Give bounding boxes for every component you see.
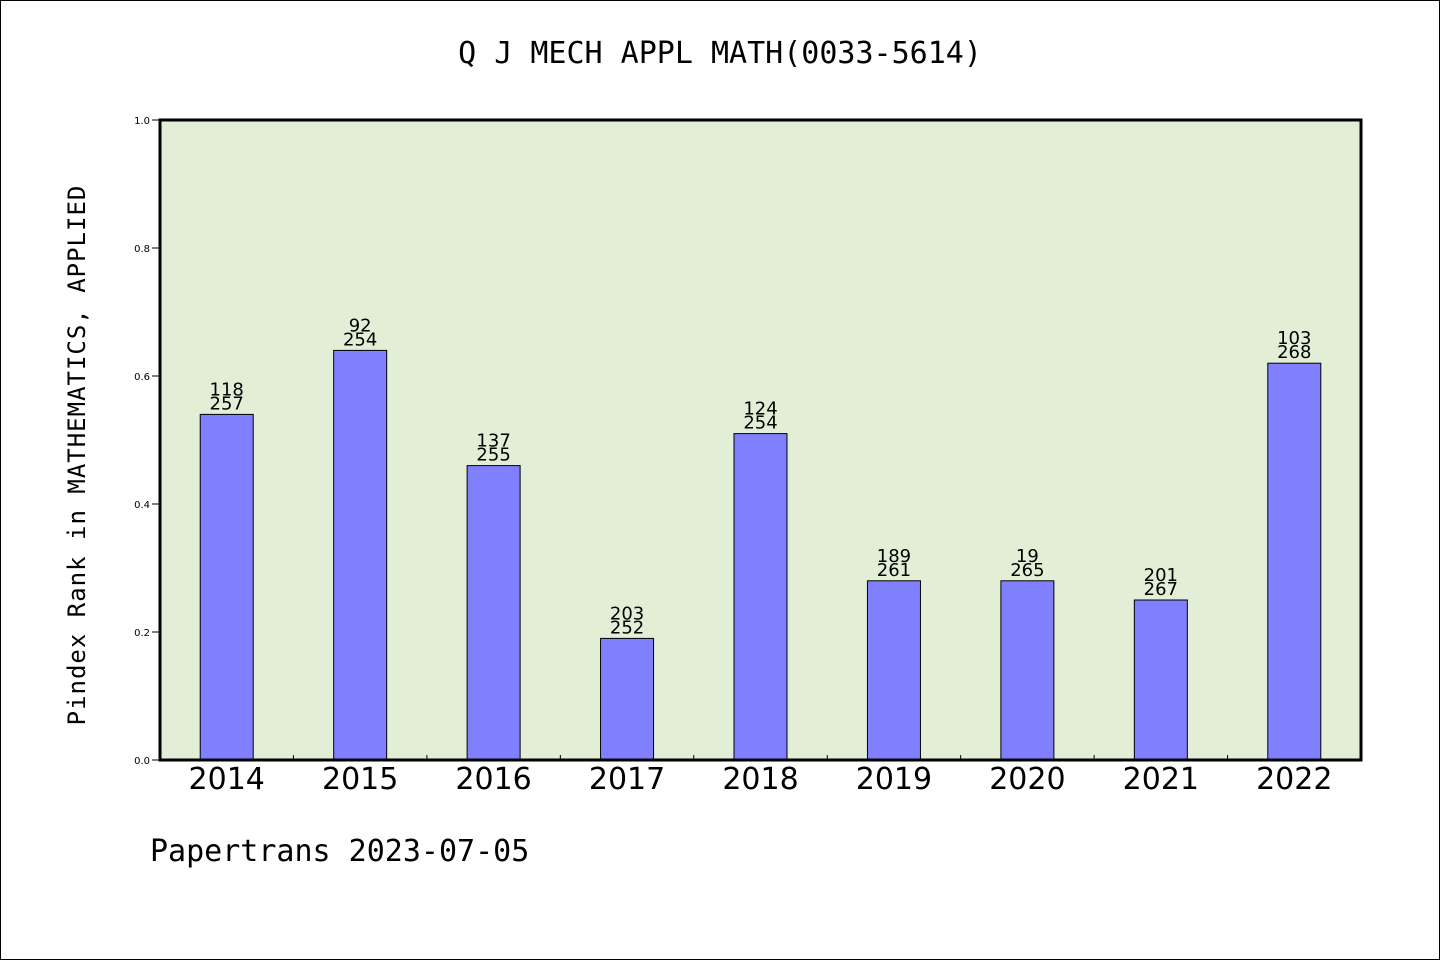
bar-rank-label: 19 xyxy=(1016,546,1039,567)
y-tick-label: 0.8 xyxy=(134,244,150,255)
bar-rank-label: 189 xyxy=(877,546,911,567)
bar-rank-label: 203 xyxy=(610,603,644,624)
bar-rank-label: 201 xyxy=(1144,565,1178,586)
bar-total-label: 252 xyxy=(610,617,644,638)
bar-2017 xyxy=(600,637,655,761)
footer-text: Papertrans 2023-07-05 xyxy=(150,834,530,869)
bar-total-label: 268 xyxy=(1277,342,1311,363)
y-tick-label: 0.2 xyxy=(134,628,150,639)
bar-rank-label: 118 xyxy=(210,379,244,400)
y-tick-label: 0.0 xyxy=(134,756,150,767)
y-tick-label: 0.6 xyxy=(134,372,150,383)
plot-border xyxy=(158,118,1363,762)
bar-2020 xyxy=(1000,580,1055,761)
bar-2022 xyxy=(1267,362,1322,761)
bar-total-label: 255 xyxy=(476,445,510,466)
x-tick-label: 2017 xyxy=(589,762,665,797)
y-tick-label: 0.4 xyxy=(134,500,150,511)
bar-rank-label: 124 xyxy=(743,399,777,420)
bar-total-label: 267 xyxy=(1144,579,1178,600)
bar-2019 xyxy=(866,580,921,761)
x-tick-label: 2022 xyxy=(1256,762,1332,797)
bar-2015 xyxy=(333,349,388,761)
x-tick-label: 2015 xyxy=(322,762,398,797)
bar-total-label: 254 xyxy=(743,413,777,434)
x-tick-label: 2014 xyxy=(189,762,265,797)
x-tick-label: 2019 xyxy=(856,762,932,797)
bar-total-label: 254 xyxy=(343,329,377,350)
bar-2021 xyxy=(1133,599,1188,761)
bar-rank-label: 92 xyxy=(349,315,372,336)
bar-total-label: 261 xyxy=(877,560,911,581)
bar-rank-label: 137 xyxy=(476,431,510,452)
x-tick-label: 2018 xyxy=(722,762,798,797)
chart-title: Q J MECH APPL MATH(0033-5614) xyxy=(458,36,982,71)
x-tick-label: 2020 xyxy=(989,762,1065,797)
x-tick-label: 2016 xyxy=(455,762,531,797)
bar-2018 xyxy=(733,433,788,761)
x-tick-label: 2021 xyxy=(1123,762,1199,797)
bar-2016 xyxy=(466,465,521,761)
bar-rank-label: 103 xyxy=(1277,328,1311,349)
bar-total-label: 265 xyxy=(1010,560,1044,581)
bar-total-label: 257 xyxy=(210,393,244,414)
bar-2014 xyxy=(199,413,254,761)
y-tick-label: 1.0 xyxy=(134,116,150,127)
